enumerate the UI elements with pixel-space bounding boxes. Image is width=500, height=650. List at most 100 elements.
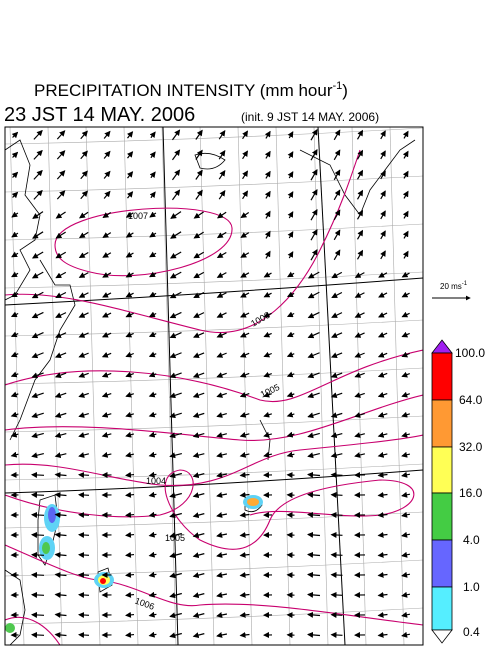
wind-arrow (354, 312, 365, 318)
isobar-label: 1004 (146, 476, 166, 486)
wind-arrow (125, 231, 134, 238)
wind-arrow (195, 189, 203, 200)
wind-arrow (377, 411, 388, 418)
wind-scale-text: 20 ms (440, 282, 462, 291)
wind-arrow (192, 632, 205, 639)
wind-arrow (10, 291, 19, 298)
wind-arrow (263, 431, 273, 438)
parallel (5, 415, 423, 433)
wind-arrow (125, 371, 134, 378)
wind-arrow (330, 491, 343, 498)
colorbar-labels: 100.0 64.0 32.0 16.0 4.0 1.0 0.4 (455, 346, 485, 639)
wind-arrow (31, 432, 44, 439)
wind-arrow (380, 130, 386, 140)
title-text: PRECIPITATION INTENSITY (mm hour (34, 81, 333, 100)
wind-arrow (216, 432, 227, 438)
wind-arrow (240, 292, 250, 298)
wind-arrow (192, 612, 205, 619)
wind-arrow (216, 231, 227, 239)
wind-arrow (54, 571, 67, 578)
wind-arrow (149, 231, 157, 238)
wind-arrow (148, 451, 157, 458)
wind-arrow (330, 631, 343, 638)
wind-arrow (331, 312, 343, 318)
wind-arrow (148, 611, 157, 618)
wind-arrow (101, 451, 112, 458)
wind-arrow (333, 249, 341, 261)
wind-arrow (169, 311, 182, 319)
wind-arrow (307, 591, 321, 598)
wind-arrow (242, 130, 248, 140)
wind-arrow (216, 472, 228, 478)
wind-arrow (264, 190, 271, 199)
wind-arrow (101, 332, 112, 338)
wind-arrow (287, 171, 294, 179)
wind-arrow (331, 332, 343, 338)
wind-arrow (32, 211, 44, 219)
wind-arrow (287, 191, 294, 199)
wind-arrow (54, 511, 67, 518)
wind-arrow (54, 392, 67, 399)
wind-arrow (401, 631, 411, 638)
wind-arrow (193, 231, 204, 239)
wind-arrow (193, 271, 205, 279)
parallel (5, 511, 423, 529)
wind-arrow (11, 271, 19, 278)
wind-arrow (377, 571, 388, 578)
wind-arrow (287, 231, 294, 239)
parallel (5, 223, 423, 241)
wind-vectors (10, 128, 411, 639)
wind-arrow (286, 431, 295, 438)
wind-arrow (101, 411, 112, 418)
wind-arrow (78, 231, 89, 239)
wind-arrow (216, 632, 228, 638)
wind-arrow (192, 352, 205, 358)
wind-arrow (286, 411, 295, 418)
wind-arrow (31, 332, 44, 339)
wind-arrow (148, 471, 157, 478)
wind-arrow (103, 170, 111, 179)
wind-arrow (11, 171, 19, 179)
wind-arrow (169, 291, 182, 299)
wind-arrow (31, 251, 44, 259)
wind-arrow (31, 311, 44, 319)
wind-arrow (171, 149, 181, 161)
wind-arrow (148, 551, 157, 558)
wind-arrow (263, 411, 272, 418)
valid-time: 23 JST 14 MAY. 2006 (4, 104, 195, 126)
wind-arrow (216, 312, 227, 318)
wind-arrow (192, 452, 205, 459)
wind-arrow (125, 591, 135, 598)
wind-arrow (192, 572, 205, 579)
wind-arrow (307, 352, 320, 359)
wind-arrow (377, 591, 388, 598)
wind-arrow (401, 411, 410, 418)
wind-arrow (192, 492, 205, 499)
wind-arrow (377, 431, 388, 438)
wind-arrow (148, 411, 157, 418)
wind-arrow (354, 372, 365, 378)
wind-arrow (239, 471, 250, 478)
wind-arrow (33, 169, 43, 180)
wind-arrow (31, 631, 45, 638)
wind-arrow (401, 351, 410, 358)
wind-arrow (125, 391, 134, 398)
wind-arrow (55, 291, 67, 299)
wind-arrow (148, 571, 157, 578)
wind-arrow (287, 151, 294, 159)
wind-arrow (55, 231, 66, 239)
colorbar-label: 16.0 (459, 486, 483, 500)
wind-arrow (356, 149, 364, 160)
wind-arrow (377, 471, 388, 478)
wind-arrow (54, 352, 67, 358)
wind-arrow (125, 471, 135, 478)
wind-arrow (195, 149, 203, 160)
wind-arrow (310, 208, 318, 221)
wind-arrow (286, 391, 295, 398)
wind-arrow (287, 271, 295, 278)
wind-arrow (307, 452, 320, 459)
wind-arrow (125, 531, 135, 538)
wind-arrow (356, 189, 364, 200)
wind-arrow (307, 432, 320, 439)
